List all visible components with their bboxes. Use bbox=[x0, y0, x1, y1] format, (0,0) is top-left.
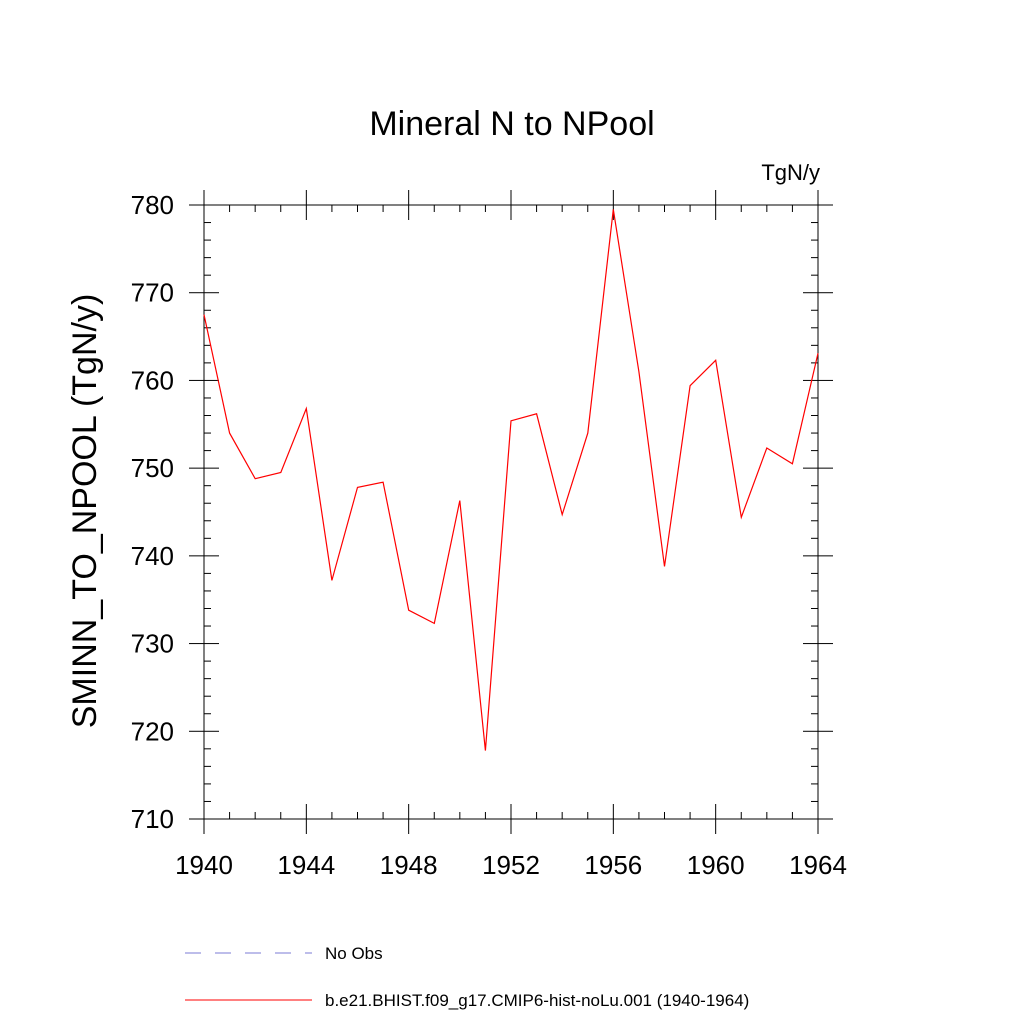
y-tick-label: 720 bbox=[131, 716, 174, 746]
y-tick-label: 730 bbox=[131, 629, 174, 659]
y-tick-label: 760 bbox=[131, 365, 174, 395]
y-tick-label: 780 bbox=[131, 190, 174, 220]
x-tick-label: 1944 bbox=[277, 850, 335, 880]
y-tick-labels: 710 720 730 740 750 760 770 780 bbox=[131, 190, 174, 834]
x-tick-label: 1940 bbox=[175, 850, 233, 880]
x-tick-labels: 1940 1944 1948 1952 1956 1960 1964 bbox=[175, 850, 847, 880]
plot-frame bbox=[203, 204, 819, 820]
legend: No Obs b.e21.BHIST.f09_g17.CMIP6-hist-noL… bbox=[185, 944, 749, 1010]
x-tick-label: 1956 bbox=[584, 850, 642, 880]
y-tick-label: 740 bbox=[131, 541, 174, 571]
y-tick-label: 750 bbox=[131, 453, 174, 483]
axis-ticks bbox=[189, 190, 833, 834]
y-tick-label: 710 bbox=[131, 804, 174, 834]
series-layer bbox=[203, 209, 819, 751]
series-line bbox=[203, 209, 819, 751]
x-tick-label: 1960 bbox=[687, 850, 745, 880]
x-tick-label: 1964 bbox=[789, 850, 847, 880]
legend-label: No Obs bbox=[325, 944, 383, 963]
x-tick-label: 1952 bbox=[482, 850, 540, 880]
legend-label: b.e21.BHIST.f09_g17.CMIP6-hist-noLu.001 … bbox=[325, 991, 749, 1010]
x-tick-label: 1948 bbox=[380, 850, 438, 880]
units-label: TgN/y bbox=[761, 160, 820, 185]
chart-title: Mineral N to NPool bbox=[369, 105, 654, 143]
y-tick-label: 770 bbox=[131, 278, 174, 308]
y-axis-label: SMINN_TO_NPOOL (TgN/y) bbox=[66, 294, 104, 729]
